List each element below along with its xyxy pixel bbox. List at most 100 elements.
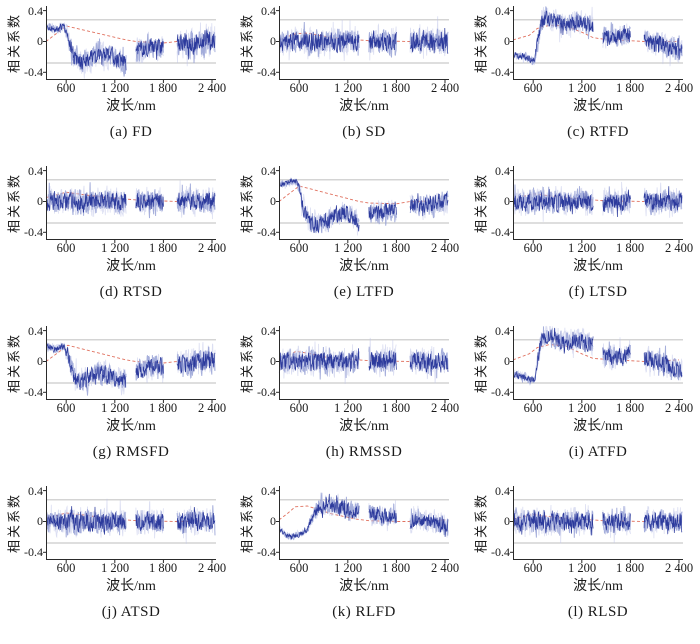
spectra-line (513, 186, 683, 218)
subplot-caption: (i) ATFD (568, 444, 628, 460)
subplot-i: 相关系数 0.4 0 -0.4 600 1 200 1 800 2 400 波长… (467, 320, 700, 480)
x-axis-label: 波长/nm (106, 419, 156, 434)
spectra-line (279, 493, 449, 540)
x-tick-label: 600 (523, 81, 543, 95)
subplot-g: 相关系数 0.4 0 -0.4 600 1 200 1 800 2 400 波长… (0, 320, 233, 480)
plot-area (510, 166, 683, 243)
x-tick-label: 600 (289, 241, 309, 255)
red-trend-line (278, 505, 446, 522)
subplot-caption: (f) LTSD (568, 284, 628, 300)
y-tick-label: -0.4 (257, 65, 276, 79)
plot-area (510, 6, 683, 83)
subplot-k: 相关系数 0.4 0 -0.4 600 1 200 1 800 2 400 波长… (233, 480, 467, 644)
subplot-h: 相关系数 0.4 0 -0.4 600 1 200 1 800 2 400 波长… (233, 320, 467, 480)
y-tick-label: 0 (37, 514, 43, 528)
spectra-line (513, 10, 683, 63)
y-tick-label: -0.4 (24, 225, 43, 239)
y-tick-label: 0.4 (28, 164, 43, 178)
x-tick-label: 600 (289, 401, 309, 415)
plot-area (43, 326, 216, 403)
red-trend-line (512, 24, 679, 42)
subplot-caption: (l) RLSD (567, 604, 629, 620)
x-tick-label: 1 200 (567, 401, 597, 415)
x-tick-label: 1 200 (567, 561, 597, 575)
x-tick-label: 1 800 (148, 81, 178, 95)
spectra-line (513, 509, 683, 536)
y-tick-label: 0.4 (261, 164, 276, 178)
y-tick-label: 0 (270, 34, 276, 48)
x-axis-label: 波长/nm (573, 419, 623, 434)
spectra-line (46, 191, 216, 213)
x-tick-label: 1 200 (333, 241, 363, 255)
x-axis-label: 波长/nm (339, 259, 389, 274)
x-tick-label: 1 800 (381, 401, 411, 415)
x-tick-label: 2 400 (430, 81, 460, 95)
x-axis-label: 波长/nm (106, 259, 156, 274)
y-tick-label: 0.4 (28, 324, 43, 338)
subplot-f: 相关系数 0.4 0 -0.4 600 1 200 1 800 2 400 波长… (467, 160, 700, 320)
subplot-d: 相关系数 0.4 0 -0.4 600 1 200 1 800 2 400 波长… (0, 160, 233, 320)
subplot-caption: (g) RMSFD (92, 444, 170, 460)
spectra-line (513, 327, 683, 383)
y-tick-label: 0.4 (261, 324, 276, 338)
x-tick-label: 1 200 (333, 401, 363, 415)
y-tick-label: 0 (504, 354, 510, 368)
y-tick-label: 0 (37, 34, 43, 48)
red-trend-line (45, 344, 213, 364)
subplot-caption: (e) LTFD (333, 284, 395, 300)
subplot-caption: (j) ATSD (101, 604, 161, 620)
x-tick-label: 1 800 (615, 561, 645, 575)
x-axis-label: 波长/nm (106, 99, 156, 114)
x-tick-label: 600 (56, 241, 76, 255)
plot-area (276, 6, 449, 83)
plot-area (276, 166, 449, 243)
y-tick-label: -0.4 (24, 545, 43, 559)
subplot-c: 相关系数 0.4 0 -0.4 600 1 200 1 800 2 400 波长… (467, 0, 700, 160)
x-tick-label: 600 (289, 561, 309, 575)
x-tick-label: 2 400 (664, 401, 694, 415)
plot-area (510, 325, 683, 403)
subplot-e: 相关系数 0.4 0 -0.4 600 1 200 1 800 2 400 波长… (233, 160, 467, 320)
y-tick-label: -0.4 (491, 385, 510, 399)
plot-area (276, 486, 449, 563)
y-tick-label: -0.4 (257, 385, 276, 399)
y-tick-label: -0.4 (24, 65, 43, 79)
y-tick-label: 0 (504, 34, 510, 48)
y-tick-label: -0.4 (257, 225, 276, 239)
y-tick-label: 0.4 (495, 324, 510, 338)
y-tick-label: -0.4 (491, 225, 510, 239)
y-tick-label: 0.4 (28, 4, 43, 18)
subplot-caption: (b) SD (342, 124, 386, 140)
spectra-line (46, 343, 216, 391)
x-tick-label: 1 200 (567, 241, 597, 255)
subplot-l: 相关系数 0.4 0 -0.4 600 1 200 1 800 2 400 波长… (467, 480, 700, 644)
x-tick-label: 1 800 (148, 241, 178, 255)
plot-area (510, 486, 683, 563)
spectra-line (279, 177, 449, 234)
x-tick-label: 600 (523, 241, 543, 255)
spectra-line (279, 27, 449, 54)
subplot-caption: (c) RTFD (567, 124, 629, 140)
x-tick-label: 600 (523, 561, 543, 575)
spectra-line (46, 506, 216, 535)
y-tick-label: -0.4 (491, 65, 510, 79)
spectra-line (279, 348, 449, 376)
plot-area (43, 6, 216, 83)
y-tick-label: 0.4 (261, 484, 276, 498)
x-axis-label: 波长/nm (339, 419, 389, 434)
spectra-line (46, 23, 216, 71)
x-tick-label: 1 800 (381, 561, 411, 575)
x-axis-label: 波长/nm (573, 259, 623, 274)
y-tick-label: 0.4 (261, 4, 276, 18)
x-tick-label: 1 800 (148, 401, 178, 415)
subplot-caption: (h) RMSSD (325, 444, 403, 460)
red-trend-line (45, 191, 213, 202)
x-tick-label: 1 200 (333, 81, 363, 95)
x-tick-label: 1 800 (381, 241, 411, 255)
y-tick-label: 0.4 (495, 4, 510, 18)
y-tick-label: -0.4 (257, 545, 276, 559)
x-tick-label: 2 400 (197, 561, 227, 575)
x-tick-label: 1 800 (615, 81, 645, 95)
subplot-caption: (d) RTSD (99, 284, 163, 300)
x-tick-label: 2 400 (430, 401, 460, 415)
